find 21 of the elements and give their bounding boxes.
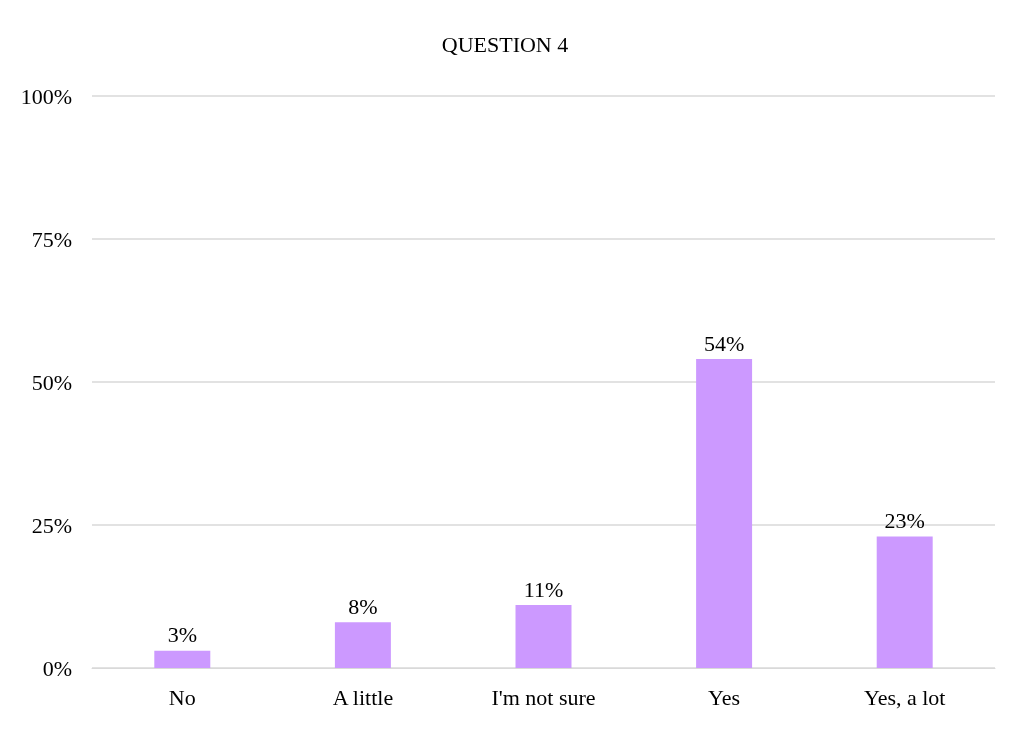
data-label: 54% — [703, 330, 745, 356]
y-tick-label: 100% — [20, 83, 72, 109]
x-tick-label: Yes, a lot — [863, 684, 946, 710]
bar — [154, 650, 211, 668]
x-tick-label: Yes — [708, 684, 741, 710]
data-label: 8% — [348, 593, 378, 619]
y-tick-label: 25% — [31, 512, 72, 538]
y-tick-label: 75% — [31, 226, 72, 252]
y-tick-label: 0% — [42, 655, 72, 681]
bar — [515, 605, 572, 668]
x-tick-label: A little — [332, 684, 394, 710]
data-label: 3% — [167, 622, 197, 648]
data-label: 11% — [523, 576, 564, 602]
data-label: 23% — [884, 507, 925, 533]
chart-title: QUESTION 4 — [441, 31, 569, 57]
x-tick-label: I'm not sure — [491, 684, 596, 710]
x-tick-label: No — [168, 684, 196, 710]
bar — [876, 536, 933, 668]
bar — [696, 359, 753, 668]
bar — [334, 622, 391, 668]
y-tick-label: 50% — [31, 369, 72, 395]
